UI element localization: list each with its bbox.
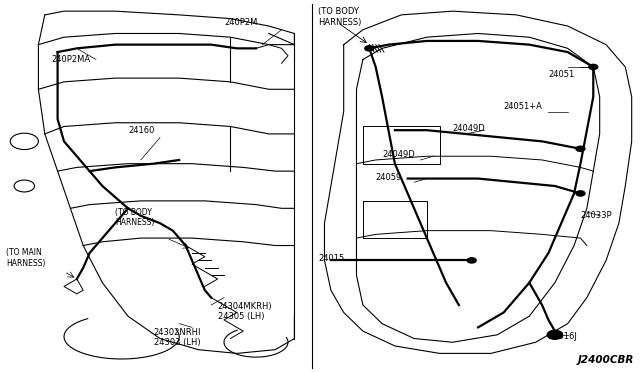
Text: (TO BODY: (TO BODY <box>318 7 359 16</box>
Text: 24305 (LH): 24305 (LH) <box>218 312 264 321</box>
Circle shape <box>576 191 585 196</box>
Text: 24051+A: 24051+A <box>504 102 543 110</box>
Circle shape <box>589 64 598 70</box>
Text: 24302NRHI: 24302NRHI <box>154 328 201 337</box>
Text: 240P2M: 240P2M <box>224 18 257 27</box>
Circle shape <box>365 46 374 51</box>
Circle shape <box>576 146 585 151</box>
Text: 24015: 24015 <box>318 254 344 263</box>
Text: (TO MAIN
HARNESS): (TO MAIN HARNESS) <box>6 248 46 268</box>
Text: 24051: 24051 <box>548 70 575 79</box>
Text: (TO BODY
HARNESS): (TO BODY HARNESS) <box>115 208 155 227</box>
Text: 24049D: 24049D <box>382 150 415 159</box>
Text: 24016J: 24016J <box>548 332 577 341</box>
Text: 24059: 24059 <box>376 173 402 182</box>
Text: 24303 (LH): 24303 (LH) <box>154 338 200 347</box>
Text: 24304MKRH): 24304MKRH) <box>218 302 272 311</box>
Text: 24160: 24160 <box>128 126 154 135</box>
Circle shape <box>547 330 563 339</box>
Text: 24033P: 24033P <box>580 211 612 220</box>
Text: 24049D: 24049D <box>452 124 485 133</box>
Text: J2400CBR: J2400CBR <box>577 355 634 365</box>
Circle shape <box>467 258 476 263</box>
Text: HARNESS): HARNESS) <box>318 18 362 27</box>
Text: 240P2MA: 240P2MA <box>51 55 90 64</box>
